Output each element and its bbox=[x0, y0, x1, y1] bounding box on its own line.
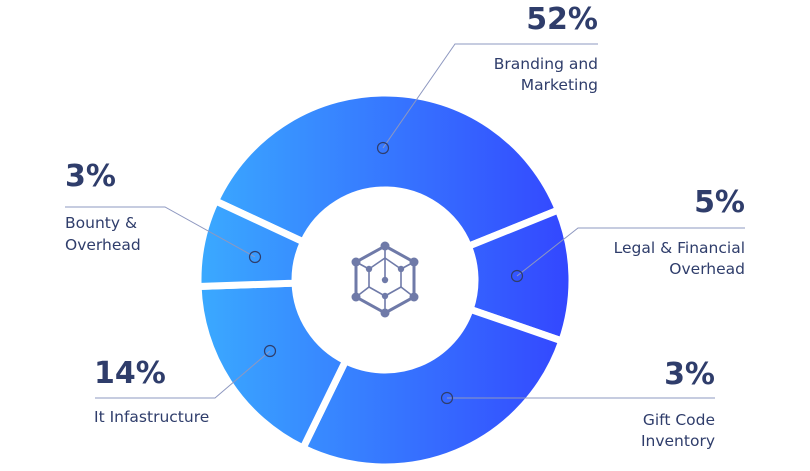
icon-edge bbox=[384, 257, 402, 270]
leader-line-it bbox=[95, 350, 271, 399]
icon-node bbox=[351, 257, 361, 267]
slice-it bbox=[194, 279, 351, 453]
icon-node bbox=[381, 276, 389, 284]
slice-gift bbox=[298, 304, 567, 471]
label-gift-1: Gift Code bbox=[643, 411, 715, 429]
label-it-1: It Infastructure bbox=[94, 408, 209, 426]
label-gift-2: Inventory bbox=[641, 432, 715, 450]
slice-bounty bbox=[194, 196, 309, 291]
data-label-bounty: 3% bbox=[65, 159, 116, 194]
icon-node bbox=[409, 292, 419, 302]
data-label-gift: 3% bbox=[664, 357, 715, 392]
marker-branding bbox=[376, 141, 390, 155]
data-label-branding: 52% bbox=[526, 2, 598, 37]
data-label-legal: 5% bbox=[694, 185, 745, 220]
label-bounty-1: Bounty & bbox=[65, 214, 137, 232]
label-branding-1: Branding and bbox=[494, 55, 598, 73]
label-legal-1: Legal & Financial bbox=[614, 239, 745, 257]
icon-node bbox=[351, 292, 361, 302]
marker-gift bbox=[440, 391, 454, 405]
icon-node bbox=[381, 292, 389, 300]
leader-line-bounty bbox=[65, 206, 256, 258]
label-branding-2: Marketing bbox=[521, 76, 598, 94]
marker-it bbox=[263, 344, 277, 358]
leader-line-branding bbox=[382, 43, 598, 149]
leader-line-legal bbox=[516, 227, 745, 277]
hexagon-network-icon bbox=[351, 241, 419, 318]
icon-node bbox=[397, 265, 405, 273]
slice-branding bbox=[210, 89, 563, 251]
label-legal-2: Overhead bbox=[669, 260, 745, 278]
data-label-it: 14% bbox=[94, 356, 166, 391]
icon-node bbox=[365, 265, 373, 273]
marker-bounty bbox=[248, 250, 262, 264]
marker-legal bbox=[510, 269, 524, 283]
icon-node bbox=[409, 257, 419, 267]
icon-edge bbox=[368, 257, 386, 270]
icon-node bbox=[380, 308, 390, 318]
icon-node bbox=[380, 241, 390, 251]
label-bounty-2: Overhead bbox=[65, 236, 141, 254]
